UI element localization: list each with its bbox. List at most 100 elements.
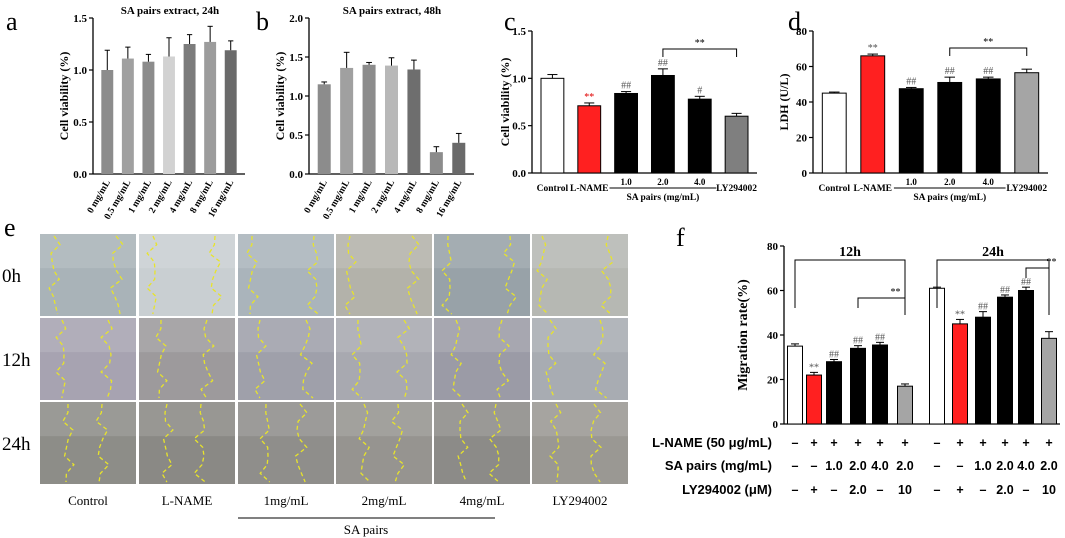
significance-mark-f: ##	[978, 302, 988, 313]
condition-value: –	[811, 459, 818, 473]
condition-value: +	[830, 436, 837, 450]
scratch-edge-right	[590, 403, 602, 483]
scratch-edge-right	[109, 235, 124, 315]
significance-bracket-f	[1025, 267, 1050, 278]
group-title-f: 12h	[839, 245, 861, 260]
condition-value: 2.0	[896, 459, 913, 473]
significance-bracket-c	[662, 48, 738, 57]
bar-d-2	[898, 88, 924, 174]
significance-mark-c: ##	[658, 58, 668, 69]
row-label-12h: 12h	[2, 350, 31, 371]
y-tick-label-b: 0.5	[289, 130, 303, 142]
condition-value: –	[980, 483, 987, 497]
y-tick-label-c: 1.5	[512, 26, 526, 38]
condition-value: 4.0	[871, 459, 888, 473]
bar-f-24h-3	[997, 296, 1013, 425]
microscope-image	[434, 318, 530, 400]
y-tick-label-d: 80	[796, 26, 808, 38]
image-glare	[336, 402, 432, 437]
y-tick-label-a: 1.5	[73, 13, 87, 25]
condition-value: –	[831, 483, 838, 497]
bar-a-0	[101, 70, 114, 174]
significance-mark-c: #	[697, 85, 702, 96]
microscope-image	[434, 402, 530, 484]
significance-mark-d: ##	[983, 66, 993, 77]
microscope-image	[532, 402, 628, 484]
y-tick-label-a: 1.0	[73, 65, 87, 77]
scratch-edge-right	[592, 319, 608, 399]
panel-letter-e: e	[4, 213, 16, 242]
condition-value: +	[956, 483, 963, 497]
microscope-image	[336, 402, 432, 484]
bar-c-3	[650, 74, 675, 174]
bar-a-4	[183, 44, 196, 174]
bar-f-24h-1	[952, 323, 968, 425]
microscope-image	[238, 402, 334, 484]
scratch-edge-left	[441, 235, 453, 315]
condition-value: –	[792, 459, 799, 473]
significance-bracket-label-c: **	[695, 38, 705, 49]
image-glare	[434, 318, 530, 353]
y-axis-label-f: Migration rate(%)	[736, 279, 751, 391]
bar-a-2	[142, 61, 155, 174]
scratch-edge-right	[200, 319, 215, 399]
scratch-edge-left	[146, 235, 158, 315]
significance-bracket-label-f: **	[1047, 257, 1057, 268]
y-tick-label-a: 0.0	[73, 169, 87, 181]
chart-panel-d: 0 20 40 60 80 LDH (U/L) Control ** L-NAME ## 1.0 ##…	[777, 26, 1048, 203]
microscope-image	[532, 234, 628, 316]
significance-bracket-label-f: **	[891, 287, 901, 298]
y-tick-label-f: 20	[767, 375, 779, 387]
microscope-image	[238, 234, 334, 316]
y-axis-label-d: LDH (U/L)	[777, 73, 791, 130]
x-tick-label-d: 4.0	[983, 177, 995, 187]
y-tick-label-f: 60	[767, 286, 779, 298]
y-tick-label-a: 0.5	[73, 117, 87, 129]
bar-c-5	[724, 115, 749, 174]
scratch-edge-left	[55, 319, 67, 399]
panel-letter-c: c	[504, 7, 516, 36]
scratch-edge-left	[457, 403, 469, 483]
significance-bracket-d	[949, 47, 1028, 56]
scratch-edge-left	[246, 235, 259, 315]
condition-value: –	[934, 436, 941, 450]
condition-value: –	[1023, 483, 1030, 497]
bar-b-1	[340, 67, 354, 174]
significance-mark-c: **	[584, 92, 594, 103]
group-bracket-f	[936, 259, 1050, 315]
condition-value: +	[854, 436, 861, 450]
y-axis-label-b: Cell viability (%)	[273, 52, 287, 141]
condition-value: 2.0	[849, 459, 866, 473]
image-glare	[238, 234, 334, 269]
image-glare	[532, 318, 628, 353]
image-glare	[40, 318, 136, 353]
group-label-c: SA pairs (mg/mL)	[626, 192, 699, 203]
scratch-edge-left	[155, 319, 168, 399]
condition-value: –	[792, 436, 799, 450]
significance-mark-d: ##	[945, 66, 955, 77]
condition-value: 1.0	[974, 459, 991, 473]
significance-mark-d: ##	[906, 76, 916, 87]
y-tick-label-b: 0.0	[289, 169, 303, 181]
x-tick-label-d: L-NAME	[853, 184, 892, 194]
scratch-edge-left	[549, 403, 562, 483]
scratch-edge-left	[62, 403, 75, 483]
scratch-edge-left	[545, 319, 557, 399]
microscope-image	[139, 402, 235, 484]
group-title-f: 24h	[982, 245, 1004, 260]
panel-letter-f: f	[676, 223, 685, 252]
scratch-edge-left	[48, 235, 61, 315]
condition-value: 2.0	[1040, 459, 1057, 473]
bar-c-1	[577, 105, 602, 174]
bar-f-24h-2	[975, 316, 991, 425]
y-tick-label-f: 80	[767, 241, 779, 253]
x-tick-label-c: LY294002	[716, 184, 757, 194]
y-tick-label-d: 0	[802, 168, 808, 180]
group-bracket-f	[794, 259, 906, 315]
bar-a-3	[163, 56, 175, 175]
significance-bracket-f	[857, 297, 906, 308]
scratch-edge-right	[406, 235, 420, 315]
condition-value: +	[876, 436, 883, 450]
x-tick-label-c: L-NAME	[570, 184, 609, 194]
condition-value: 10	[1042, 483, 1056, 497]
